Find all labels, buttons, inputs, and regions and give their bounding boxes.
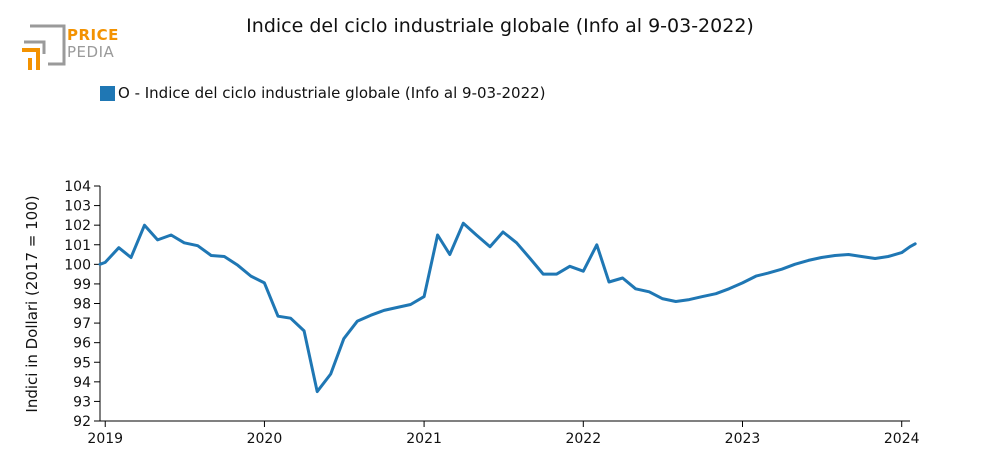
- x-tick-label: 2021: [406, 431, 442, 447]
- x-axis: 2019 2020 2021 2022 2023 2024: [87, 420, 920, 447]
- legend-swatch: [100, 85, 115, 101]
- chart-title: Indice del ciclo industriale globale (In…: [246, 15, 754, 37]
- y-tick-label: 99: [73, 277, 91, 293]
- y-tick-label: 93: [73, 394, 91, 410]
- x-tick-label: 2019: [87, 431, 123, 447]
- x-tick-label: 2020: [247, 431, 283, 447]
- y-tick-label: 100: [64, 257, 91, 273]
- series-line: [98, 221, 917, 394]
- plot-area: [98, 221, 917, 394]
- y-tick-label: 92: [73, 414, 91, 430]
- logo-text-price: PRICE: [67, 26, 119, 44]
- y-axis-label: Indici in Dollari (2017 = 100): [23, 195, 41, 412]
- y-axis: 92 93 94 95 96 97 98 99 100 101 102 103 104: [64, 179, 101, 430]
- x-tick-label: 2023: [725, 431, 761, 447]
- x-tick-label: 2022: [565, 431, 601, 447]
- chart-legend[interactable]: O - Indice del ciclo industriale globale…: [100, 84, 546, 102]
- legend-label: O - Indice del ciclo industriale globale…: [118, 84, 546, 102]
- y-tick-label: 102: [64, 218, 91, 234]
- y-tick-label: 95: [73, 355, 91, 371]
- pricepedia-logo: PRICE PEDIA: [20, 24, 130, 72]
- y-tick-label: 104: [64, 179, 91, 195]
- y-tick-label: 96: [73, 336, 91, 352]
- y-tick-label: 103: [64, 199, 91, 215]
- y-tick-label: 98: [73, 297, 91, 313]
- y-tick-label: 101: [64, 238, 91, 254]
- logo-mark-icon: [22, 24, 66, 70]
- logo-text-pedia: PEDIA: [67, 43, 115, 61]
- x-tick-label: 2024: [884, 431, 920, 447]
- y-tick-label: 97: [73, 316, 91, 332]
- y-tick-label: 94: [73, 375, 91, 391]
